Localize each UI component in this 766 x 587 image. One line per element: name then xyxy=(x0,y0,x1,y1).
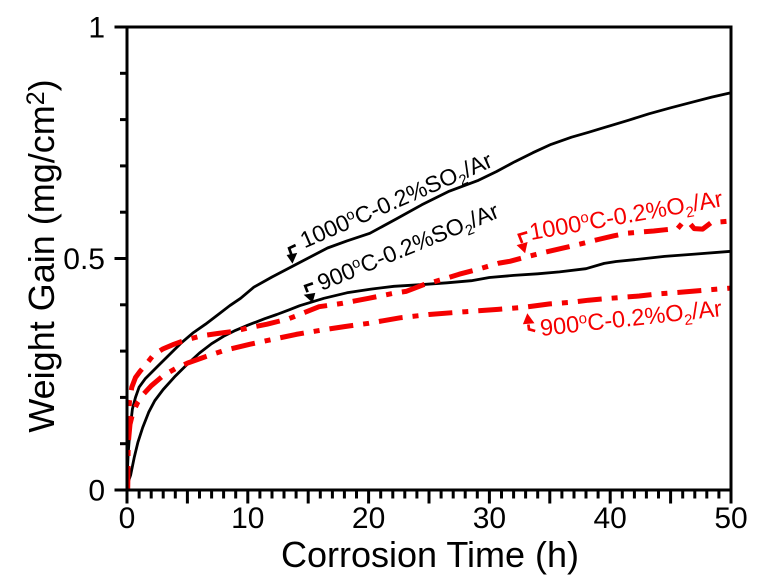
svg-text:Weight Gain (mg/cm2): Weight Gain (mg/cm2) xyxy=(21,79,62,432)
svg-text:40: 40 xyxy=(594,502,627,535)
svg-text:0.5: 0.5 xyxy=(63,243,105,276)
svg-text:30: 30 xyxy=(473,502,506,535)
svg-text:50: 50 xyxy=(714,502,747,535)
svg-text:0: 0 xyxy=(119,502,136,535)
svg-text:10: 10 xyxy=(231,502,264,535)
svg-text:1: 1 xyxy=(88,12,105,45)
svg-text:0: 0 xyxy=(88,475,105,508)
svg-text:Corrosion Time (h): Corrosion Time (h) xyxy=(281,534,579,575)
svg-text:20: 20 xyxy=(352,502,385,535)
